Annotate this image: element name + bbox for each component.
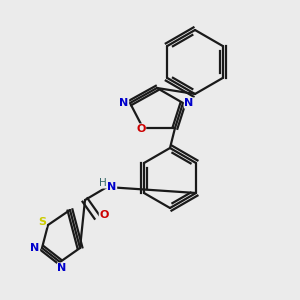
Text: N: N (57, 263, 67, 273)
Text: O: O (136, 124, 146, 134)
Text: N: N (30, 243, 40, 253)
Text: O: O (99, 210, 109, 220)
Text: S: S (38, 217, 46, 227)
Text: N: N (184, 98, 194, 108)
Text: N: N (107, 182, 117, 192)
Text: N: N (119, 98, 129, 108)
Text: H: H (99, 178, 107, 188)
